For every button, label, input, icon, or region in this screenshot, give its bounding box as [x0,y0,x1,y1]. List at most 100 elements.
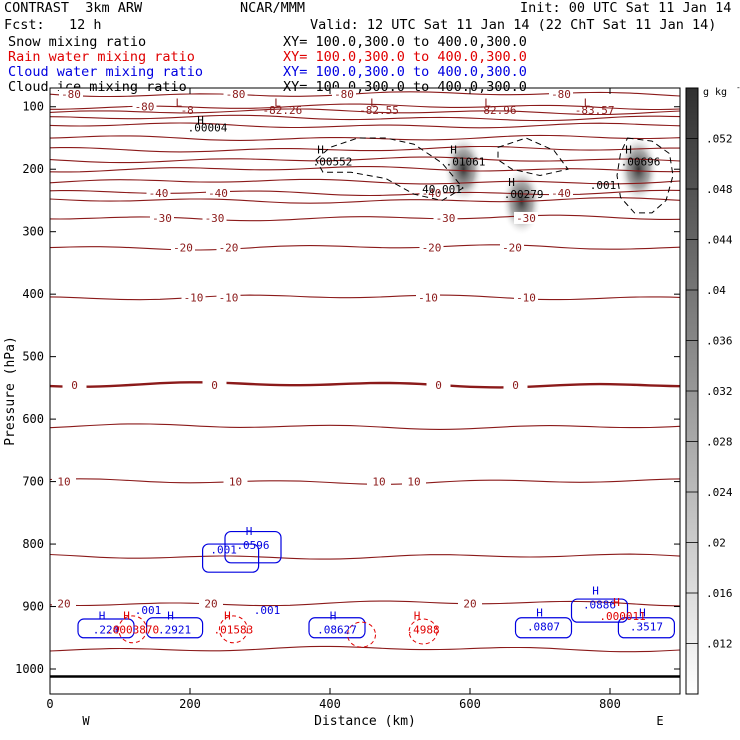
field-cloud-water-xy: XY= 100.0,300.0 to 400.0,300.0 [283,64,527,80]
colorbar-tick-label: .04 [706,284,726,297]
x-end-label-west: W [82,714,90,728]
cloud-water-min-value: .001 [254,604,281,617]
colorbar-tick-label: .036 [706,335,733,348]
temperature-label: -30 [436,212,456,225]
y-tick-label: 800 [22,537,44,551]
temperature-label: 10 [372,476,385,489]
temperature-label: -10 [516,291,536,304]
cloud-water-max-marker: H [330,610,337,623]
temperature-label-bg [216,291,241,304]
temperature-label-bg [402,475,426,488]
y-tick-label: 700 [22,475,44,489]
temperature-label-bg [171,241,195,254]
snow-max-marker: H [625,144,632,157]
rain-max-value: .0003870 [106,624,159,637]
colorbar-tick-label: .02 [706,537,726,550]
temperature-label: -80 [334,88,354,101]
temperature-label: -30 [516,212,536,225]
temperature-label-bg [433,211,458,224]
temperature-label-bg [150,211,174,224]
snow-max-marker: H [317,144,324,157]
field-snow-xy: XY= 100.0,300.0 to 400.0,300.0 [283,34,527,50]
y-tick-label: 400 [22,287,44,301]
y-tick-label: 300 [22,225,44,239]
temperature-label-bg [500,241,524,254]
temperature-label-bg [202,378,227,391]
colorbar-tick-label: .032 [706,385,733,398]
temperature-label-bg [332,88,356,101]
temperature-label: -10 [219,291,239,304]
temperature-contour [49,114,681,122]
rain-max-marker: H [224,610,231,623]
temperature-label: 0 [71,379,78,392]
forecast-hour: Fcst: 12 h [4,17,102,33]
cloud-water-contour [308,617,366,639]
snow-shading-blob [618,135,659,204]
cloud-water-max-value: .0886 [583,599,616,612]
cloud-water-max-value: .3517 [630,620,663,633]
temperature-label-bg [146,186,171,199]
temperature-low-label: L [484,97,491,110]
field-rain-name: Rain water mixing ratio [8,49,195,65]
temperature-low-label: L [584,97,591,110]
x-tick-label: 600 [459,697,481,711]
cloud-ice-label: H [197,114,204,127]
colorbar-tick-label: .044 [706,234,733,247]
temperature-label-bg [514,211,538,224]
plot-frame [49,87,681,695]
cloud-ice-contour [616,137,674,214]
temperature-label-bg [367,475,391,488]
temperature-label-bg [216,241,241,254]
rain-contour [408,618,438,645]
cloud-water-min-value: .001 [210,543,237,556]
temperature-low-label: L [274,97,281,110]
x-tick-label: 200 [179,697,201,711]
y-tick-label: 900 [22,600,44,614]
cloud-water-max-value: .224 [93,624,120,637]
snow-shading-blob [443,135,484,204]
temperature-label: -30 [205,212,225,225]
temperature-label: 20 [463,597,476,610]
cloud-water-max-value: .08627 [317,624,357,637]
y-axis-label: Pressure (hPa) [3,336,18,446]
x-tick-label: 0 [46,697,53,711]
cloud-water-max-value: .0596 [236,539,269,552]
temperature-label: 0 [211,379,218,392]
cloud-water-max-marker: H [246,525,253,538]
temperature-label: -20 [173,241,193,254]
colorbar-tick-label: .028 [706,436,733,449]
temperature-label-bg [419,186,444,199]
temperature-label: 20 [204,597,217,610]
snow-max-value: .00696 [621,156,661,169]
temperature-label-bg [503,378,528,391]
temperature-low-label: L [175,97,182,110]
temperature-contour [49,189,681,197]
snow-max-value: .01061 [446,156,486,169]
temperature-label: -40 [208,187,228,200]
temperature-label-bg [549,88,573,101]
cloud-water-contour [570,598,629,623]
y-tick-label: 200 [22,162,44,176]
field-rain-xy: XY= 100.0,300.0 to 400.0,300.0 [283,49,527,65]
temperature-contour [49,600,681,607]
colorbar-tick-label: .052 [706,133,733,146]
x-axis-label: Distance (km) [314,714,416,729]
cloud-water-max-value: .2921 [158,624,191,637]
valid-time: Valid: 12 UTC Sat 11 Jan 14 (22 ChT Sat … [310,17,717,33]
y-tick-label: 600 [22,412,44,426]
cloud-water-max-marker: H [99,610,106,623]
rain-max-value: .01583 [214,624,254,637]
temperature-label: -30 [152,212,172,225]
temperature-label: -10 [184,291,204,304]
rain-contour [347,621,376,648]
field-cloud-ice-xy: XY= 100.0,300.0 to 400.0,300.0 [283,79,527,95]
cloud-ice-label: .001 [590,179,617,192]
x-tick-label: 400 [319,697,341,711]
cloud-water-contour [224,530,282,564]
temperature-label-bg [52,475,76,488]
temperature-label-bg [458,597,482,610]
temperature-label-bg [202,211,227,224]
init-time: Init: 00 UTC Sat 11 Jan 14 [520,0,732,16]
y-tick-label: 100 [22,100,44,114]
